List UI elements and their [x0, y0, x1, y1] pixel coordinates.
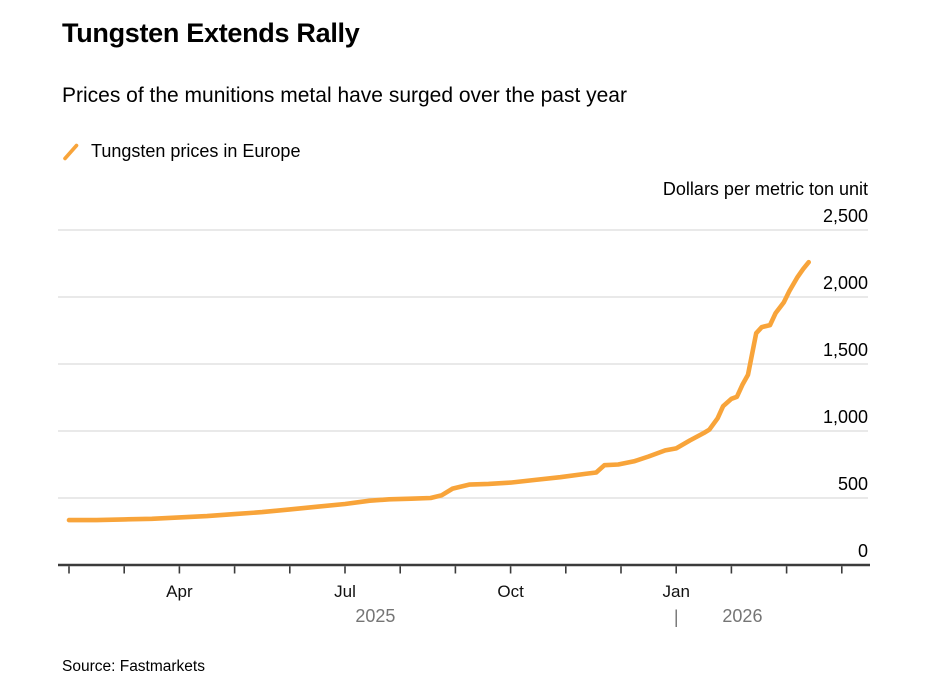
- legend-label: Tungsten prices in Europe: [91, 141, 301, 161]
- legend: Tungsten prices in Europe: [62, 141, 300, 162]
- y-tick-label: 2,500: [823, 206, 868, 226]
- year-label: 2026: [722, 606, 762, 626]
- price-line: [66, 259, 812, 523]
- y-axis-unit-label: Dollars per metric ton unit: [662, 179, 868, 199]
- tungsten-price-line: [66, 259, 812, 523]
- page-title: Tungsten Extends Rally: [62, 18, 360, 48]
- page-subtitle: Prices of the munitions metal have surge…: [62, 84, 627, 107]
- year-divider: |: [674, 607, 679, 627]
- slash-icon: [62, 143, 80, 161]
- y-tick-label: 1,500: [823, 340, 868, 360]
- x-tick-label: Jan: [662, 582, 689, 601]
- y-tick-label: 0: [858, 541, 868, 561]
- year-label: 2025: [355, 606, 395, 626]
- x-axis: [58, 563, 870, 574]
- y-gridlines: [58, 229, 868, 499]
- x-tick-label: Jul: [334, 582, 356, 601]
- axis-labels: 0 500 1,000 1,500 2,000 2,500 Apr Jul Oct Jan 2025…: [166, 206, 868, 627]
- y-tick-label: 1,000: [823, 407, 868, 427]
- y-tick-label: 500: [838, 474, 868, 494]
- x-tick-label: Oct: [497, 582, 524, 601]
- y-tick-label: 2,000: [823, 273, 868, 293]
- x-tick-label: Apr: [166, 582, 193, 601]
- source-note: Source: Fastmarkets: [62, 658, 205, 675]
